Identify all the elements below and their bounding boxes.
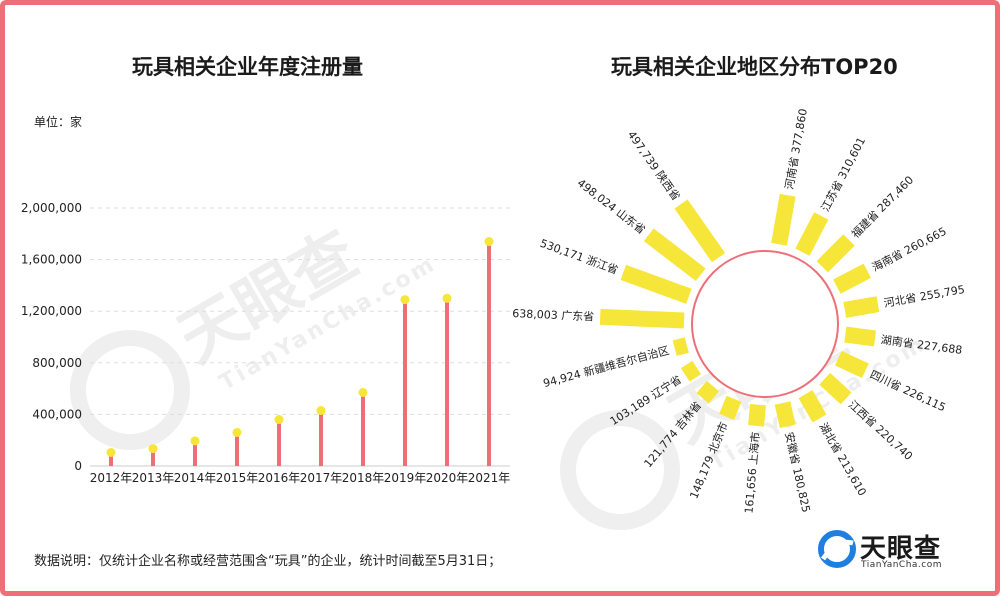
bar [445,298,449,466]
region-label: 94,924 新疆维吾尔自治区 [542,343,671,390]
x-tick-label: 2018年 [342,471,385,485]
region-label: 江西省 220,740 [846,398,915,463]
radial-bar [719,395,742,420]
logo-icon [818,530,856,568]
radial-bar [835,350,869,379]
watermark-left: 天眼查 TianYanCha.com [70,217,441,450]
bar-top-dot [232,427,242,437]
bar [319,410,323,466]
x-tick-label: 2020年 [426,471,469,485]
bar-top-dot [190,436,200,446]
radial-bar [674,199,726,263]
bar-top-dot [442,293,452,303]
center-circle [691,250,839,398]
radial-bar [819,372,852,405]
bar [193,440,197,466]
y-tick-label: 400,000 [32,407,82,421]
bar-top-dot [484,237,494,247]
region-label: 安徽省 180,825 [782,431,813,514]
radial-bar [795,212,829,256]
y-tick-label: 1,600,000 [21,253,82,267]
radial-bar [798,390,827,423]
region-label: 湖北省 213,610 [816,421,868,499]
bar-top-dot [274,415,284,425]
x-tick-label: 2012年 [90,471,133,485]
bar-top-dot [358,387,368,397]
logo-name: 天眼查 [860,534,942,564]
radial-bar [643,228,706,282]
bar [277,419,281,466]
x-tick-label: 2015年 [216,471,259,485]
bar-top-dot [400,295,410,305]
radial-bar [672,337,689,356]
region-label: 638,003 广东省 [512,307,594,324]
y-tick-label: 2,000,000 [21,201,82,215]
bar [151,448,155,466]
radial-bar [843,296,880,318]
x-tick-label: 2013年 [132,471,175,485]
x-tick-label: 2017年 [300,471,343,485]
brand-logo: 天眼查 TianYanCha.com [817,527,967,577]
bar-top-dot [106,447,116,457]
annual-registration-bar-chart: 0 400,000 800,000 1,200,000 1,600,000 2,000,0… [21,201,510,485]
bar-top-dot [316,406,326,416]
region-label: 四川省 226,115 [868,368,948,414]
y-tick-label: 800,000 [32,356,82,370]
region-label: 海南省 260,665 [869,224,948,274]
region-label: 河南省 377,860 [783,108,810,191]
region-label: 江苏省 310,601 [819,135,868,214]
region-label: 497,739 陕西省 [625,128,683,203]
region-label: 498,024 山东省 [575,176,648,236]
radial-bar [771,193,796,246]
radial-bar [833,263,871,294]
bar [487,241,491,466]
region-label: 530,171 浙江省 [538,237,619,277]
x-tick-label: 2014年 [174,471,217,485]
radial-bar [816,234,855,273]
bar [109,452,113,466]
radial-bar [844,326,877,347]
right-chart-title: 玩具相关企业地区分布TOP20 [611,55,898,79]
radial-bar [774,401,796,429]
x-tick-label: 2016年 [258,471,301,485]
bar-top-dot [148,444,158,454]
radial-bar [696,380,720,404]
region-label: 福建省 287,460 [848,173,916,241]
radial-bar [748,403,766,427]
logo-url: TianYanCha.com [861,560,943,570]
y-tick-label: 0 [74,459,82,473]
x-tick-label: 2021年 [468,471,511,485]
left-chart-title: 玩具相关企业年度注册量 [132,55,363,79]
radial-bar [599,308,685,329]
bar [361,392,365,466]
radial-bar [620,264,692,304]
region-label: 河北省 255,795 [883,283,966,310]
bar [403,299,407,466]
data-note: 数据说明：仅统计企业名称或经营范围含“玩具”的企业，统计时间截至5月31日； [34,554,502,569]
y-tick-label: 1,200,000 [21,304,82,318]
radial-bar [680,360,701,382]
x-tick-label: 2019年 [384,471,427,485]
unit-label: 单位：家 [34,115,83,129]
bar [235,432,239,466]
